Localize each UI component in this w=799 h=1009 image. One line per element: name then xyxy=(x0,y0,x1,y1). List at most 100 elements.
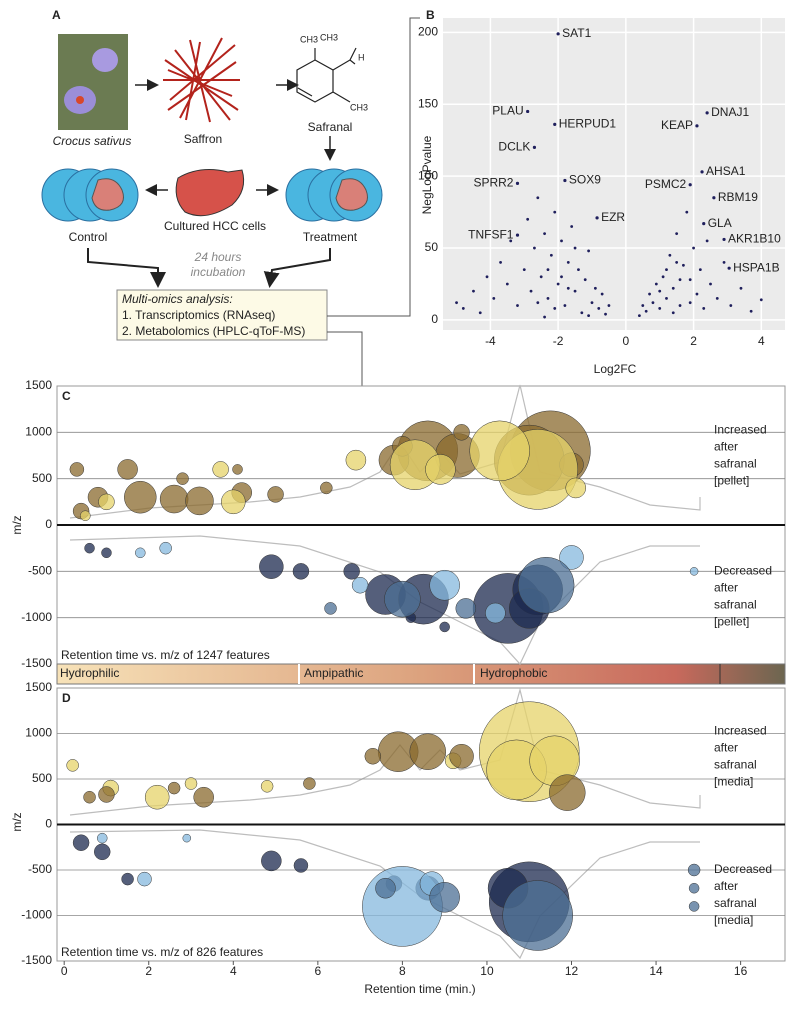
point xyxy=(702,222,706,226)
point xyxy=(546,296,550,300)
x-tick-label: 0 xyxy=(61,964,68,978)
flower-photo xyxy=(58,34,128,130)
point xyxy=(515,181,520,185)
bubble xyxy=(167,781,181,795)
point xyxy=(722,237,726,242)
bubble xyxy=(485,602,506,624)
point-label: HERPUD1 xyxy=(559,117,617,131)
control-plates xyxy=(41,168,139,222)
bar-label: Hydrophobic xyxy=(480,666,547,680)
bubble xyxy=(69,462,85,477)
point xyxy=(702,307,706,310)
bubble xyxy=(93,843,111,861)
y-tick-label: 0 xyxy=(45,817,52,831)
point xyxy=(685,210,689,214)
bubble xyxy=(343,563,360,580)
point xyxy=(729,304,733,307)
point xyxy=(607,304,611,307)
bubble xyxy=(135,547,146,559)
y-axis-label: m/z xyxy=(10,812,24,831)
point xyxy=(715,296,719,300)
point xyxy=(546,268,550,272)
point xyxy=(526,109,530,114)
bubble xyxy=(687,863,701,877)
point xyxy=(536,301,540,305)
point-label: HSPA1B xyxy=(733,260,779,274)
y-tick-label: -1500 xyxy=(21,953,52,967)
point xyxy=(577,268,580,272)
bubble xyxy=(345,449,367,471)
point-label: SAT1 xyxy=(562,26,591,40)
point xyxy=(700,170,704,174)
x-tick-label: -4 xyxy=(485,334,496,348)
point xyxy=(515,233,520,237)
point xyxy=(566,261,570,264)
bubble xyxy=(293,858,309,873)
chromatogram xyxy=(69,829,700,960)
point xyxy=(648,292,651,296)
y-tick-label: -500 xyxy=(28,564,52,578)
point xyxy=(566,286,570,290)
panel-label: A xyxy=(52,8,61,22)
y-axis-label: m/z xyxy=(10,515,24,534)
bubble xyxy=(455,598,477,619)
structure-label: CH3 xyxy=(350,102,368,112)
y-tick-label: 0 xyxy=(431,312,438,326)
x-tick-label: 14 xyxy=(649,964,663,978)
annotation: after xyxy=(714,879,738,893)
bubble xyxy=(144,784,170,810)
x-axis-label: Retention time (min.) xyxy=(364,982,475,996)
bubble xyxy=(80,510,91,521)
point xyxy=(573,289,577,293)
bubble xyxy=(375,877,396,899)
point xyxy=(560,239,563,243)
point xyxy=(533,246,536,250)
point xyxy=(595,216,599,220)
bubble xyxy=(98,786,115,803)
point-label: SPRR2 xyxy=(473,176,513,190)
point xyxy=(516,304,519,307)
bubble xyxy=(182,833,192,843)
point xyxy=(712,196,716,200)
bubble xyxy=(259,554,284,579)
bubble xyxy=(453,424,470,441)
annotation: safranal xyxy=(714,896,757,910)
x-tick-label: 0 xyxy=(623,334,630,348)
bubble xyxy=(469,420,530,482)
point xyxy=(583,278,587,282)
point xyxy=(654,282,658,286)
point xyxy=(682,263,685,267)
y-tick-label: -1500 xyxy=(21,656,52,670)
point xyxy=(461,307,465,310)
bubble xyxy=(83,790,96,804)
annotation: safranal xyxy=(714,457,757,471)
point xyxy=(709,282,712,286)
y-tick-label: 100 xyxy=(418,168,438,182)
point xyxy=(553,122,557,126)
annotation: after xyxy=(714,581,738,595)
point-label: AKR1B10 xyxy=(728,232,781,246)
annotation: after xyxy=(714,741,738,755)
point xyxy=(536,196,540,200)
annotation: [media] xyxy=(714,913,753,927)
bubble xyxy=(117,459,138,480)
point-label: KEAP xyxy=(661,118,693,132)
structure-label: CH3 xyxy=(300,34,318,44)
point xyxy=(553,210,557,214)
bar-label: Hydrophilic xyxy=(60,666,119,680)
point xyxy=(563,178,567,183)
analysis-title: Multi-omics analysis: xyxy=(122,292,233,306)
point xyxy=(505,282,509,286)
point xyxy=(668,253,672,257)
point xyxy=(671,286,675,290)
bubble xyxy=(101,547,112,559)
arrow xyxy=(87,248,166,288)
arrow xyxy=(263,248,331,288)
bubble xyxy=(384,580,421,618)
point xyxy=(705,111,709,115)
point xyxy=(485,275,489,279)
point xyxy=(604,312,607,316)
bubble xyxy=(364,748,382,765)
bubble xyxy=(66,759,79,772)
